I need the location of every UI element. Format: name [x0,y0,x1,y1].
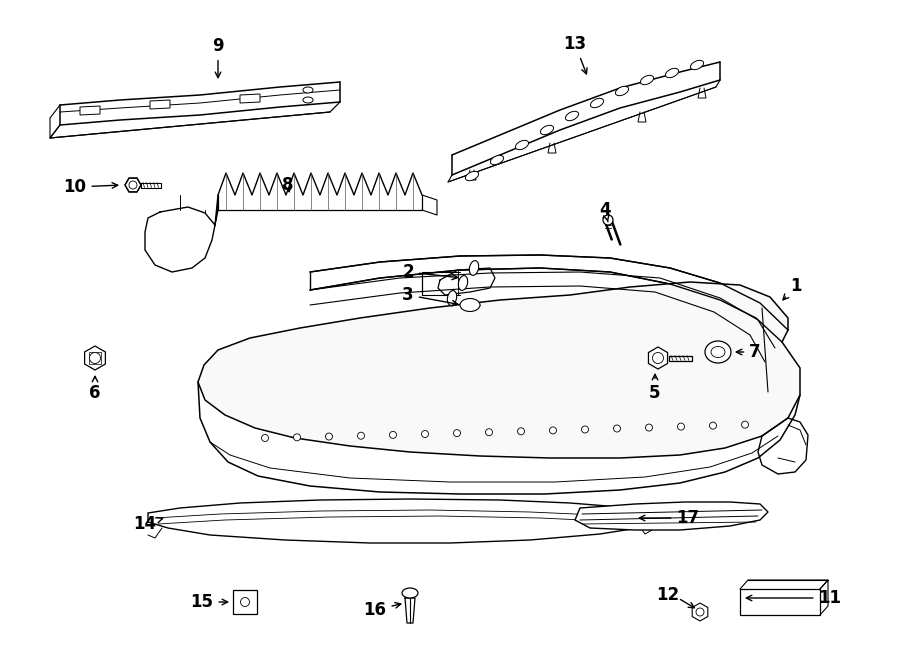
Circle shape [485,429,492,436]
Polygon shape [649,347,668,369]
Ellipse shape [665,68,679,78]
Text: 2: 2 [402,263,458,281]
Circle shape [581,426,589,433]
Text: 12: 12 [656,586,680,604]
Polygon shape [150,100,170,109]
Text: 15: 15 [191,593,228,611]
Circle shape [454,430,461,437]
Circle shape [421,430,428,438]
Polygon shape [692,603,707,621]
Text: 8: 8 [283,176,293,194]
Ellipse shape [447,291,456,305]
Polygon shape [233,590,257,614]
Ellipse shape [590,98,604,108]
Polygon shape [240,94,260,103]
Ellipse shape [465,171,479,180]
Text: 5: 5 [649,374,661,402]
Text: 4: 4 [599,201,611,222]
Text: 13: 13 [563,35,587,74]
Polygon shape [89,352,101,364]
Circle shape [678,423,685,430]
Circle shape [709,422,716,429]
Circle shape [603,215,613,225]
Text: 1: 1 [783,277,802,300]
Polygon shape [80,106,100,115]
Polygon shape [740,589,820,615]
Circle shape [614,425,620,432]
Text: 14: 14 [133,515,163,533]
Circle shape [550,427,556,434]
Text: 11: 11 [746,589,842,607]
Text: 7: 7 [736,343,760,361]
Ellipse shape [458,276,468,290]
Text: 3: 3 [402,286,458,306]
Polygon shape [198,282,800,458]
Circle shape [652,352,663,364]
Circle shape [645,424,652,431]
Circle shape [326,433,332,440]
Circle shape [89,352,101,364]
Ellipse shape [491,155,504,165]
Text: 9: 9 [212,37,224,78]
Ellipse shape [469,260,479,276]
Text: 17: 17 [639,509,699,527]
Text: 10: 10 [64,178,118,196]
Polygon shape [85,346,105,370]
Ellipse shape [540,126,554,135]
Circle shape [390,432,397,438]
Polygon shape [148,499,648,543]
Circle shape [742,421,749,428]
Text: 6: 6 [89,376,101,402]
Ellipse shape [516,140,528,149]
Ellipse shape [402,588,418,598]
Ellipse shape [705,341,731,363]
Circle shape [518,428,525,435]
Polygon shape [575,502,768,530]
Circle shape [293,434,301,441]
Circle shape [696,608,704,616]
Text: 16: 16 [364,601,400,619]
Ellipse shape [303,87,313,93]
Ellipse shape [641,75,653,85]
Circle shape [357,432,364,439]
Ellipse shape [303,97,313,103]
Circle shape [262,434,268,442]
Ellipse shape [616,87,628,96]
Polygon shape [125,178,141,192]
Ellipse shape [565,111,579,121]
Ellipse shape [690,60,704,69]
Circle shape [129,181,137,189]
Circle shape [240,598,249,607]
Ellipse shape [711,346,725,358]
Ellipse shape [460,299,480,311]
